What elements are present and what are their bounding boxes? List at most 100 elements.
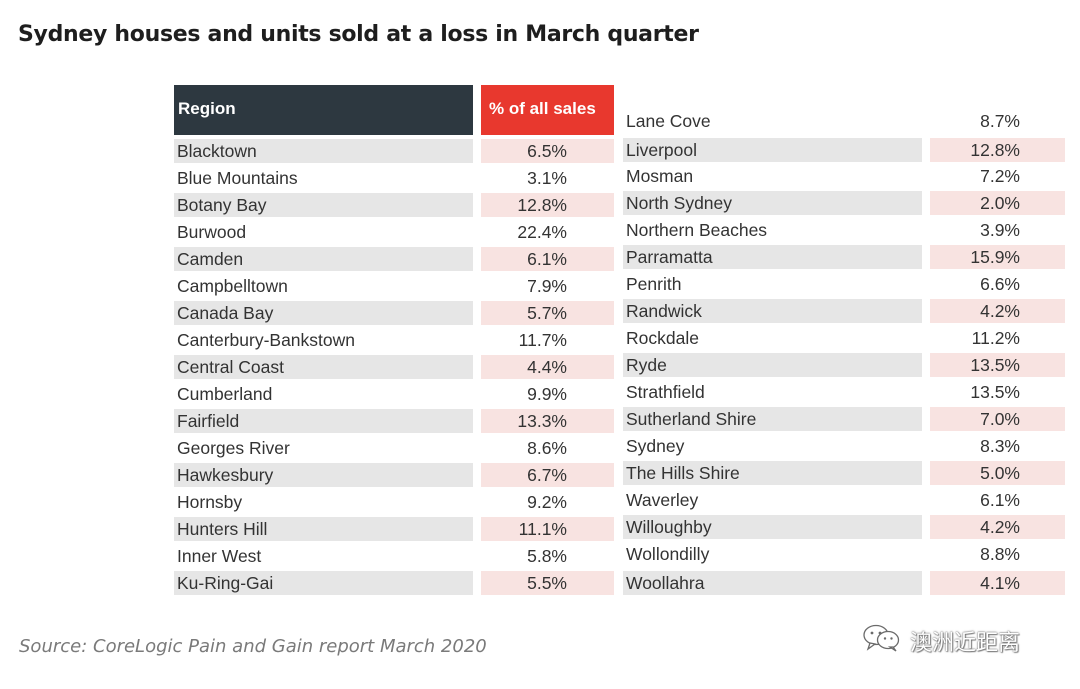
region-pct: 12.8% [930, 138, 1065, 162]
region-name: Cumberland [177, 384, 273, 404]
region-pct: 6.5% [481, 139, 614, 163]
page-title: Sydney houses and units sold at a loss i… [18, 22, 699, 47]
region-name: Wollondilly [626, 544, 710, 564]
header-region: Region [174, 85, 473, 135]
region-pct: 13.5% [930, 353, 1065, 377]
region-name: North Sydney [623, 191, 922, 215]
region-pct: 3.1% [527, 168, 567, 188]
table-row: Northern Beaches 3.9% [0, 218, 1080, 242]
header-pct: % of all sales [481, 85, 614, 135]
region-pct: 15.9% [930, 245, 1065, 269]
region-name: Blue Mountains [177, 168, 298, 188]
table-row: Woollahra 4.1% [0, 571, 1080, 595]
table-row: Central Coast 4.4% [0, 355, 1080, 379]
table-row: Willoughby 4.2% [0, 515, 1080, 539]
table-row: Ryde 13.5% [0, 353, 1080, 377]
table-row: Randwick 4.2% [0, 299, 1080, 323]
region-name: Fairfield [174, 409, 473, 433]
region-name: Canterbury-Bankstown [177, 330, 355, 350]
region-pct: 11.2% [971, 328, 1020, 348]
region-name: Burwood [177, 222, 247, 242]
table-row: Waverley 6.1% [0, 488, 1080, 512]
table-row: North Sydney 2.0% [0, 191, 1080, 215]
region-name: Canada Bay [174, 301, 473, 325]
region-pct: 22.4% [517, 222, 567, 242]
region-pct: 6.1% [980, 490, 1020, 510]
region-pct: 8.6% [527, 438, 567, 458]
table-row: Blacktown 6.5% [0, 139, 1080, 163]
region-name: Central Coast [174, 355, 473, 379]
table-row: Parramatta 15.9% [0, 245, 1080, 269]
region-pct: 7.0% [930, 407, 1065, 431]
table-row: Penrith 6.6% [0, 272, 1080, 296]
region-name: Liverpool [623, 138, 922, 162]
table-row: Ku-Ring-Gai 5.5% [0, 571, 1080, 595]
region-name: Randwick [623, 299, 922, 323]
region-pct: 11.7% [518, 330, 567, 350]
table-row: Rockdale 11.2% [0, 326, 1080, 350]
region-name: Lane Cove [626, 111, 711, 131]
table-row: Camden 6.1% [0, 247, 1080, 271]
region-pct: 7.9% [527, 276, 567, 296]
table-row: Hawkesbury 6.7% [0, 463, 1080, 487]
table-row: Blue Mountains 3.1% [0, 166, 1080, 190]
region-name: The Hills Shire [623, 461, 922, 485]
region-name: Ku-Ring-Gai [174, 571, 473, 595]
table-row: Canada Bay 5.7% [0, 301, 1080, 325]
table-row: Sutherland Shire 7.0% [0, 407, 1080, 431]
table-row: The Hills Shire 5.0% [0, 461, 1080, 485]
region-pct: 9.2% [527, 492, 567, 512]
table-row: Lane Cove 8.7% [0, 109, 1080, 133]
region-name: Rockdale [626, 328, 699, 348]
region-name: Botany Bay [174, 193, 473, 217]
table-row: Burwood 22.4% [0, 220, 1080, 244]
table-row: Sydney 8.3% [0, 434, 1080, 458]
table-row: Mosman 7.2% [0, 164, 1080, 188]
table-row: Liverpool 12.8% [0, 138, 1080, 162]
region-pct: 6.7% [481, 463, 614, 487]
region-pct: 4.2% [930, 515, 1065, 539]
table-row: Wollondilly 8.8% [0, 542, 1080, 566]
region-name: Inner West [177, 546, 262, 566]
region-name: Parramatta [623, 245, 922, 269]
table-row: Botany Bay 12.8% [0, 193, 1080, 217]
region-name: Blacktown [174, 139, 473, 163]
region-pct: 11.1% [481, 517, 614, 541]
region-pct: 9.9% [527, 384, 567, 404]
region-pct: 5.8% [527, 546, 567, 566]
region-pct: 8.7% [980, 111, 1020, 131]
table-row: Georges River 8.6% [0, 436, 1080, 460]
region-name: Waverley [626, 490, 699, 510]
region-pct: 3.9% [980, 220, 1020, 240]
region-pct: 4.4% [481, 355, 614, 379]
region-name: Willoughby [623, 515, 922, 539]
source-note: Source: CoreLogic Pain and Gain report M… [19, 636, 487, 657]
region-name: Hawkesbury [174, 463, 473, 487]
region-name: Mosman [626, 166, 694, 186]
table-row: Inner West 5.8% [0, 544, 1080, 568]
region-pct: 7.2% [980, 166, 1020, 186]
region-pct: 6.6% [980, 274, 1020, 294]
region-name: Ryde [623, 353, 922, 377]
table-row: Fairfield 13.3% [0, 409, 1080, 433]
region-name: Camden [174, 247, 473, 271]
wechat-icon [862, 623, 902, 659]
watermark: 澳洲近距离 [862, 623, 1021, 659]
table-row: Canterbury-Bankstown 11.7% [0, 328, 1080, 352]
region-name: Penrith [626, 274, 682, 294]
region-pct: 13.3% [481, 409, 614, 433]
table-row: Hornsby 9.2% [0, 490, 1080, 514]
region-pct: 6.1% [481, 247, 614, 271]
region-pct: 5.0% [930, 461, 1065, 485]
region-name: Georges River [177, 438, 290, 458]
region-name: Hunters Hill [174, 517, 473, 541]
region-pct: 5.7% [481, 301, 614, 325]
table-row: Campbelltown 7.9% [0, 274, 1080, 298]
region-pct: 2.0% [930, 191, 1065, 215]
region-pct: 4.2% [930, 299, 1065, 323]
region-pct: 8.8% [980, 544, 1020, 564]
region-name: Northern Beaches [626, 220, 768, 240]
region-name: Sutherland Shire [623, 407, 922, 431]
watermark-text: 澳洲近距离 [910, 631, 1021, 656]
region-name: Strathfield [626, 382, 705, 402]
